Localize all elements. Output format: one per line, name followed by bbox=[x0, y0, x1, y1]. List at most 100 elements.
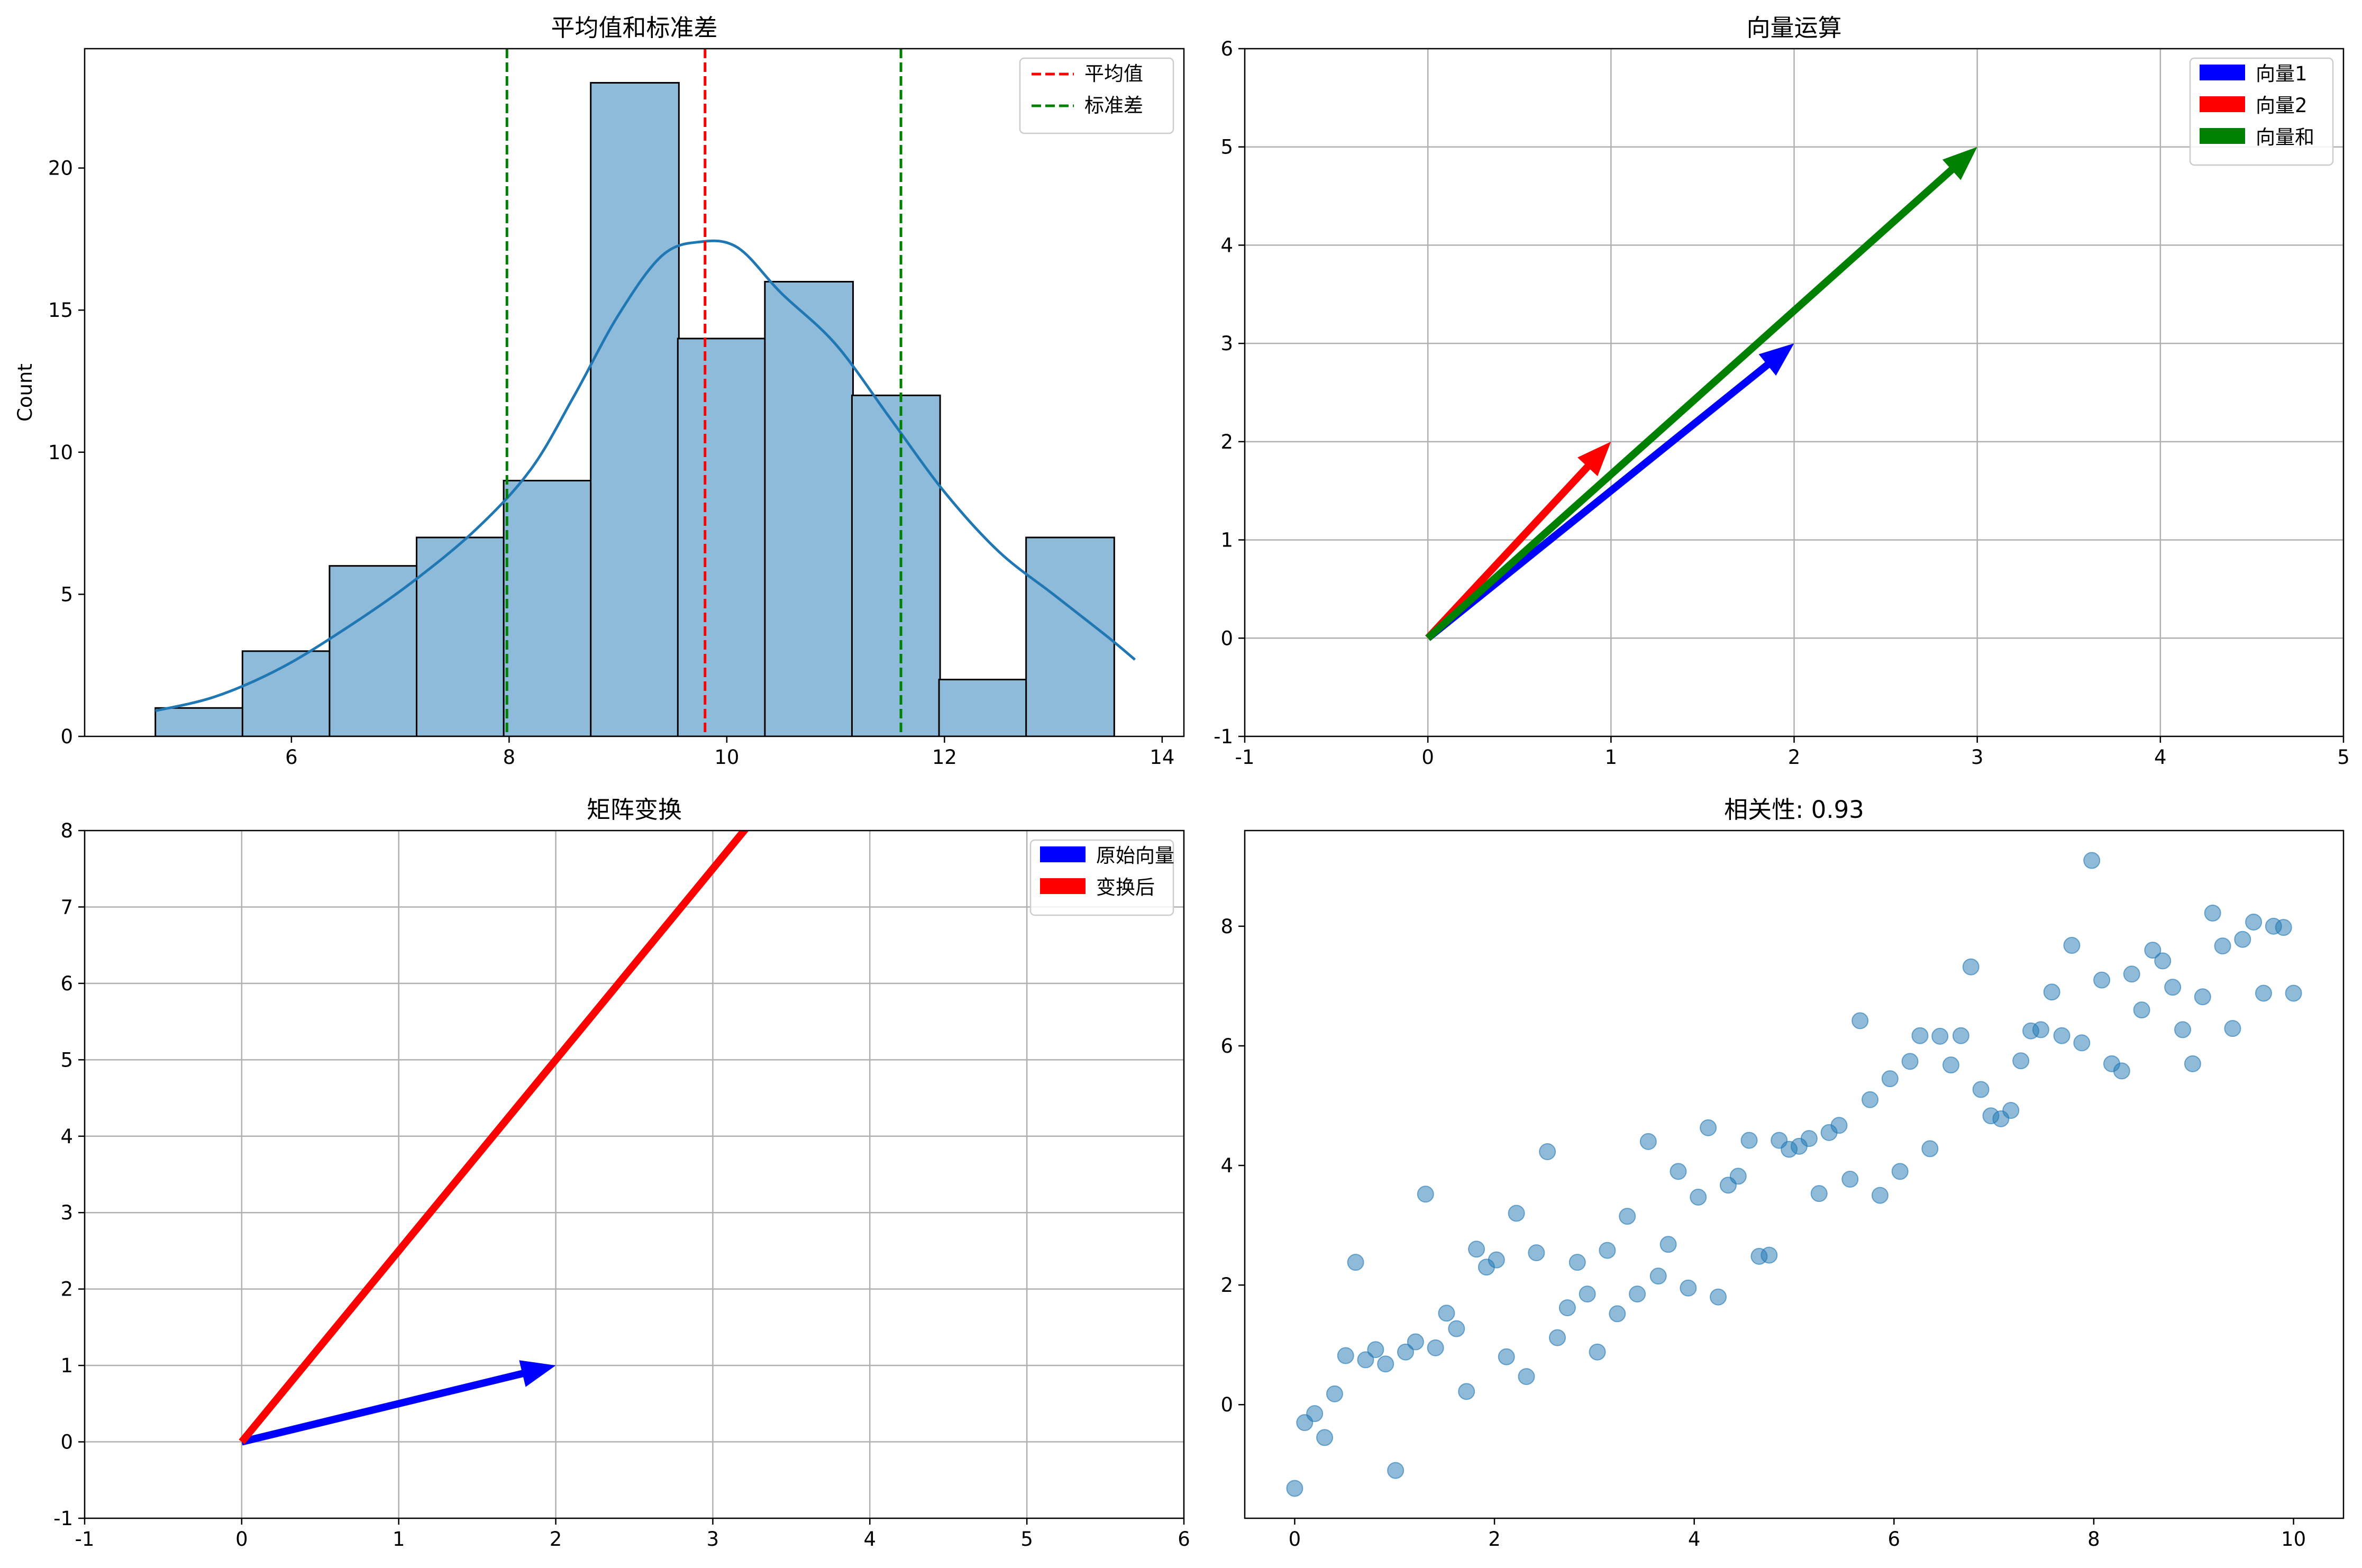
x-tick-label: 0 bbox=[1289, 1528, 1301, 1551]
legend-label: 向量1 bbox=[2256, 62, 2308, 85]
scatter-point bbox=[2275, 919, 2292, 936]
histogram-bar bbox=[416, 536, 506, 736]
chart-title: 相关性: 0.93 bbox=[1724, 796, 1864, 824]
axes-frame bbox=[84, 48, 1185, 737]
x-tick-label: 10 bbox=[714, 746, 739, 769]
scatter-point bbox=[1800, 1130, 1818, 1147]
y-tick-label: 0 bbox=[1220, 1393, 1233, 1416]
legend-swatch bbox=[2200, 96, 2245, 112]
y-tick-label: 7 bbox=[60, 896, 73, 918]
vector-arrow bbox=[1425, 441, 1611, 641]
scatter-point bbox=[1599, 1242, 1616, 1259]
x-tick-label: 6 bbox=[285, 746, 298, 769]
y-tick-label: 3 bbox=[60, 1201, 73, 1224]
axes-frame bbox=[1244, 48, 2345, 737]
scatter-point bbox=[2093, 971, 2111, 989]
scatter-point bbox=[1740, 1132, 1758, 1149]
legend-swatch bbox=[2200, 128, 2245, 144]
y-tick-label: 15 bbox=[48, 299, 73, 322]
x-tick-label: 5 bbox=[1020, 1528, 1033, 1551]
scatter-point bbox=[2133, 1001, 2150, 1019]
scatter-point bbox=[1921, 1140, 1939, 1157]
scatter-point bbox=[1508, 1205, 1525, 1222]
scatter-point bbox=[1549, 1329, 1566, 1346]
scatter-point bbox=[1810, 1185, 1828, 1202]
chart-title: 平均值和标准差 bbox=[551, 14, 717, 42]
scatter-point bbox=[1357, 1351, 1374, 1369]
vector-arrow bbox=[241, 1360, 556, 1446]
scatter-point bbox=[2012, 1052, 2030, 1070]
scatter-point bbox=[2184, 1055, 2201, 1072]
scatter-point bbox=[1609, 1305, 1626, 1323]
y-tick-label: 4 bbox=[1220, 1154, 1233, 1177]
legend-label: 原始向量 bbox=[1096, 844, 1174, 867]
scatter-point bbox=[2123, 965, 2140, 983]
legend-box bbox=[1019, 57, 1174, 134]
x-tick-label: 2 bbox=[550, 1528, 562, 1551]
legend-label: 平均值 bbox=[1084, 62, 1143, 85]
scatter-point bbox=[1891, 1163, 1909, 1180]
histogram-bar bbox=[503, 480, 593, 736]
scatter-point bbox=[1639, 1133, 1657, 1150]
x-tick-label: 2 bbox=[1488, 1528, 1501, 1551]
scatter-point bbox=[1468, 1241, 1485, 1258]
axes-frame bbox=[84, 829, 1185, 1519]
histogram-bar bbox=[1025, 536, 1115, 736]
scatter-point bbox=[1729, 1168, 1747, 1185]
scatter-point bbox=[1709, 1288, 1727, 1306]
y-tick-label: 6 bbox=[1220, 38, 1233, 60]
y-tick-label: 8 bbox=[60, 819, 73, 842]
y-tick-label: 5 bbox=[60, 583, 73, 606]
x-tick-label: 14 bbox=[1150, 746, 1174, 769]
plot-area bbox=[1245, 49, 2343, 736]
scatter-point bbox=[2113, 1062, 2130, 1080]
scatter-point bbox=[2144, 942, 2162, 959]
histogram-bar bbox=[764, 280, 854, 736]
scatter-point bbox=[1830, 1117, 1848, 1134]
scatter-point bbox=[1488, 1251, 1505, 1269]
histogram-bar bbox=[329, 565, 419, 736]
x-tick-label: 4 bbox=[1688, 1528, 1701, 1551]
x-tick-label: 10 bbox=[2281, 1528, 2306, 1551]
scatter-point bbox=[2083, 852, 2101, 869]
plot-area bbox=[1286, 852, 2302, 1497]
scatter-point bbox=[2154, 952, 2172, 970]
scatter-point bbox=[2043, 983, 2060, 1001]
scatter-point bbox=[2234, 931, 2251, 948]
scatter-point bbox=[1649, 1268, 1667, 1285]
scatter-point bbox=[2255, 984, 2272, 1002]
y-tick-label: 2 bbox=[1220, 431, 1233, 453]
plot-area bbox=[85, 831, 1184, 1518]
scatter-point bbox=[1387, 1462, 1405, 1479]
scatter-point bbox=[1286, 1480, 1303, 1497]
scatter-point bbox=[1931, 1027, 1949, 1045]
scatter-point bbox=[1448, 1320, 1465, 1337]
scatter-point bbox=[2204, 905, 2221, 922]
scatter-point bbox=[1498, 1348, 1515, 1365]
y-tick-label: 10 bbox=[48, 441, 73, 464]
y-tick-label: 0 bbox=[60, 1431, 73, 1454]
scatter-point bbox=[1862, 1091, 1879, 1108]
scatter-point bbox=[2164, 979, 2182, 996]
scatter-point bbox=[2073, 1034, 2091, 1052]
x-tick-label: 8 bbox=[2087, 1528, 2100, 1551]
scatter-point bbox=[1438, 1305, 1455, 1322]
legend-swatch bbox=[1040, 846, 1086, 862]
y-tick-label: 4 bbox=[1220, 234, 1233, 257]
y-tick-label: -1 bbox=[53, 1507, 73, 1530]
scatter-point bbox=[1942, 1056, 1959, 1074]
scatter-point bbox=[2224, 1020, 2241, 1037]
scatter-point bbox=[1690, 1188, 1707, 1206]
legend-swatch bbox=[2200, 65, 2245, 80]
histogram-bar bbox=[154, 707, 244, 736]
x-tick-label: 1 bbox=[1605, 746, 1618, 769]
x-tick-label: 4 bbox=[2154, 746, 2167, 769]
scatter-point bbox=[1306, 1405, 1324, 1423]
scatter-point bbox=[2214, 937, 2231, 955]
legend-label: 变换后 bbox=[1096, 876, 1155, 899]
scatter-point bbox=[1407, 1333, 1424, 1351]
